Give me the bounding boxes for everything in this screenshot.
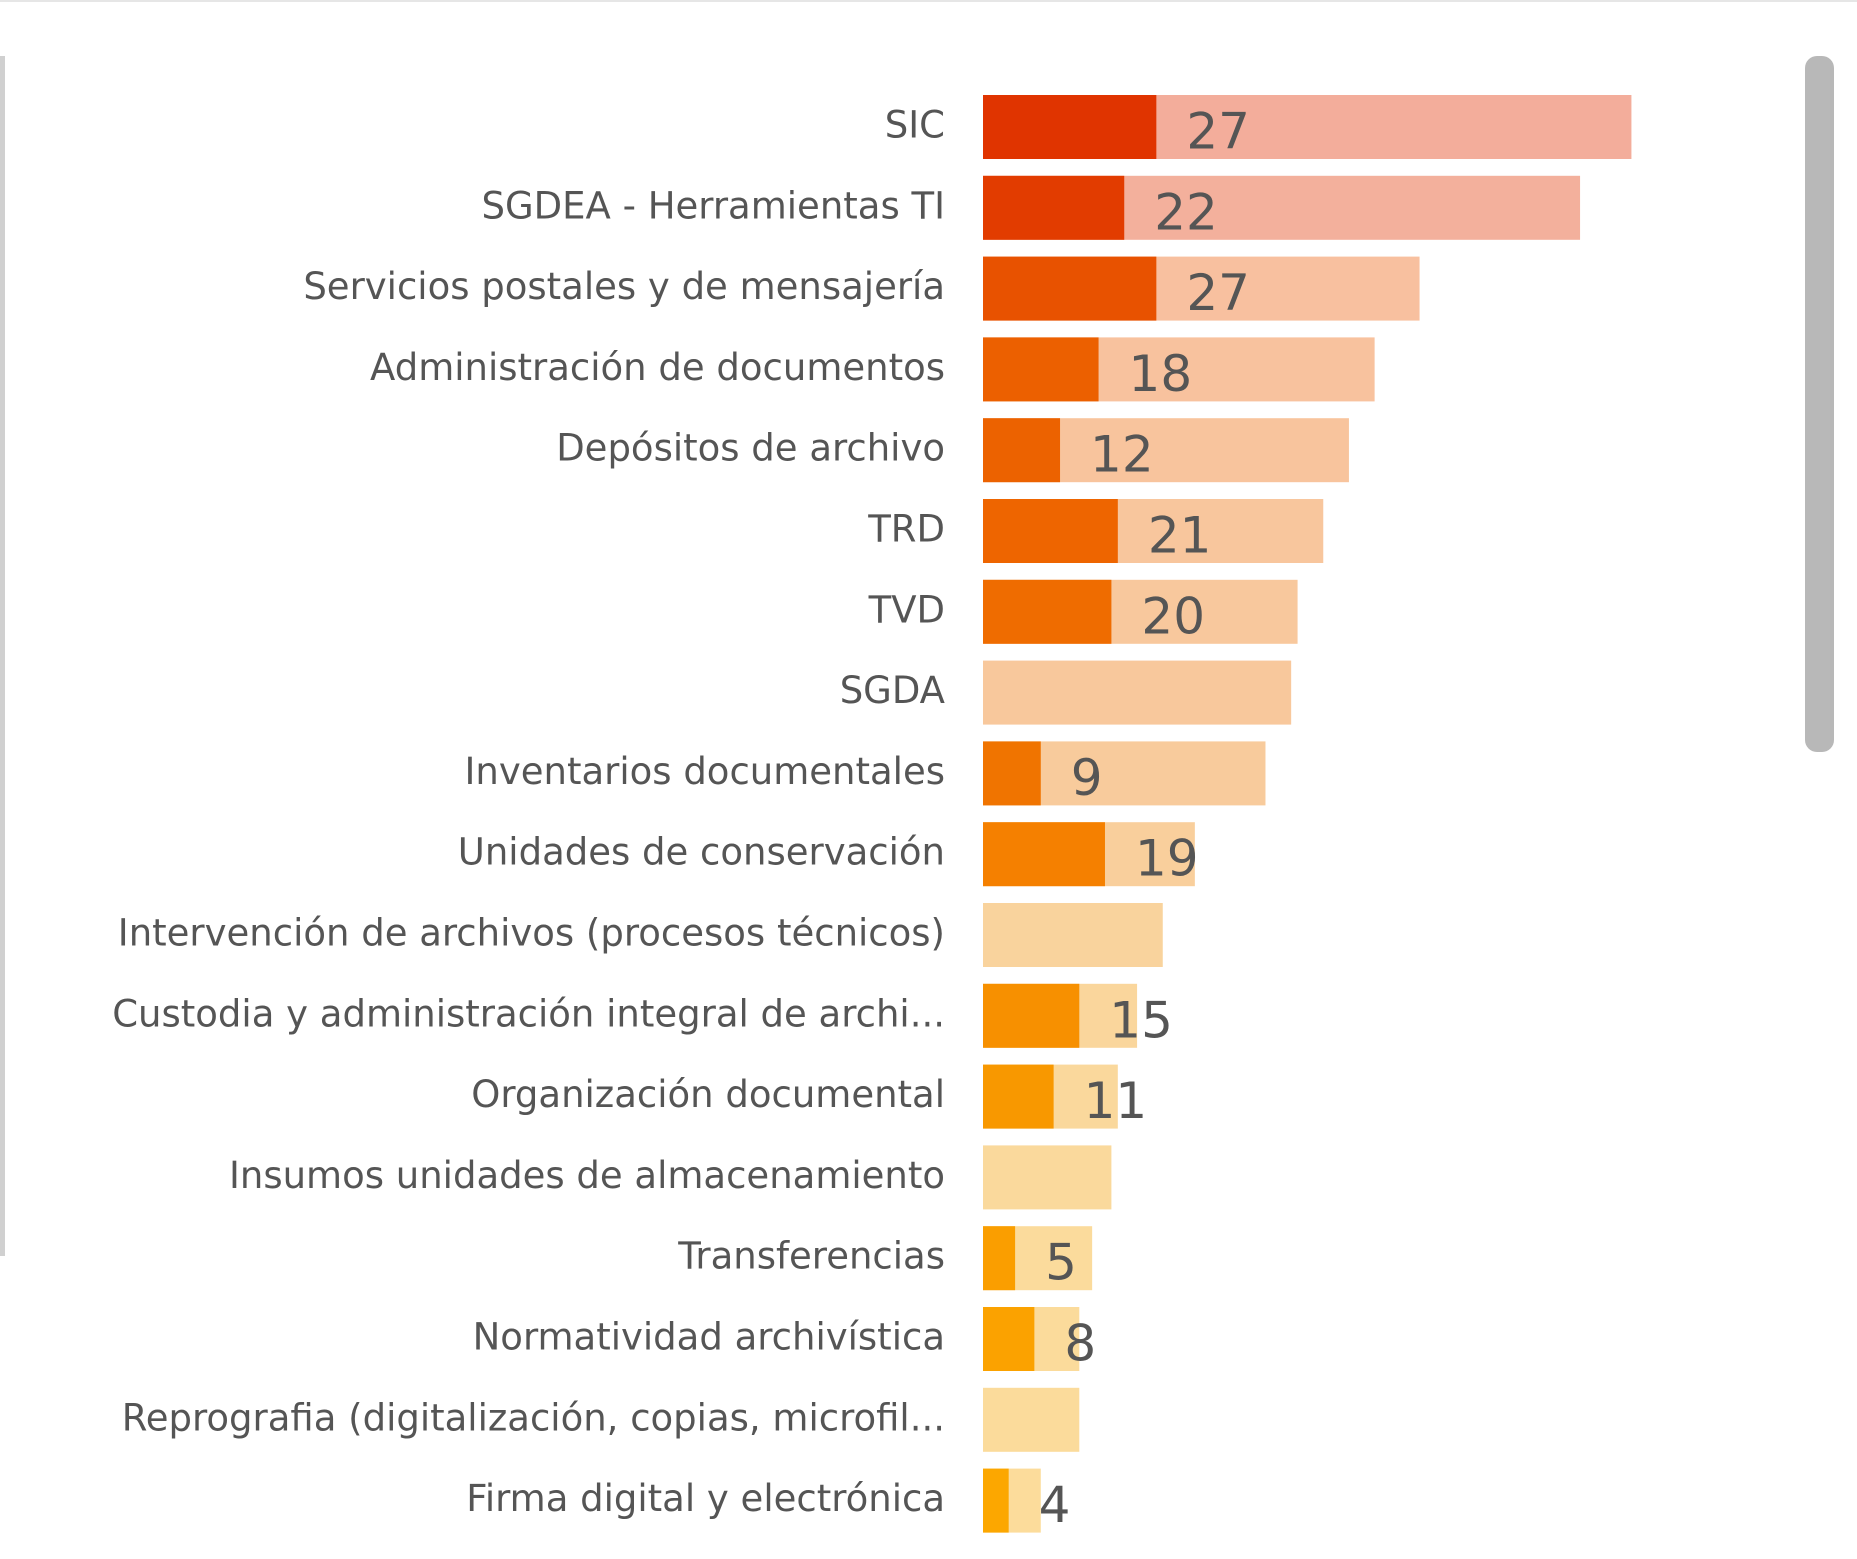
category-label: TRD xyxy=(867,508,945,551)
category-label: SIC xyxy=(885,104,945,147)
bar xyxy=(983,418,1061,483)
category-label: SGDEA - Herramientas TI xyxy=(481,184,945,227)
bar xyxy=(983,983,1080,1048)
bar xyxy=(983,1064,1054,1129)
category-label: Depósitos de archivo xyxy=(556,427,945,470)
category-label: Transferencias xyxy=(677,1235,945,1278)
bar xyxy=(983,822,1105,887)
data-label: 19 xyxy=(1135,830,1199,888)
category-label: Inventarios documentales xyxy=(465,750,946,793)
bar xyxy=(983,175,1125,240)
bar xyxy=(983,903,1163,967)
bar xyxy=(983,1387,1080,1452)
data-label: 11 xyxy=(1084,1072,1148,1130)
category-label: Custodia y administración integral de ar… xyxy=(112,992,945,1035)
category-label: Intervención de archivos (procesos técni… xyxy=(118,912,945,955)
bar xyxy=(983,256,1157,321)
category-label: Unidades de conservación xyxy=(458,831,945,874)
bar xyxy=(983,741,1041,806)
bar xyxy=(983,1307,1035,1371)
bar xyxy=(983,1226,1016,1291)
left-border xyxy=(0,56,5,1256)
bar xyxy=(983,660,1292,725)
category-label: Administración de documentos xyxy=(370,346,945,389)
data-label: 21 xyxy=(1148,507,1212,565)
category-label: Organización documental xyxy=(471,1073,945,1116)
data-label: 12 xyxy=(1090,426,1154,484)
bar xyxy=(983,95,1157,159)
data-label: 20 xyxy=(1141,587,1205,645)
scrollbar[interactable] xyxy=(1805,56,1834,752)
category-label: SGDA xyxy=(840,669,945,712)
data-label: 15 xyxy=(1109,991,1173,1049)
bar xyxy=(983,579,1112,644)
category-label: Reprografia (digitalización, copias, mic… xyxy=(122,1396,945,1439)
category-label: Servicios postales y de mensajería xyxy=(303,265,945,308)
bar xyxy=(983,1145,1112,1210)
category-label: Firma digital y electrónica xyxy=(466,1477,945,1520)
category-label: Insumos unidades de almacenamiento xyxy=(229,1154,945,1197)
data-label: 4 xyxy=(1039,1476,1071,1534)
bar xyxy=(983,499,1118,563)
data-label: 27 xyxy=(1186,103,1250,161)
data-label: 27 xyxy=(1186,264,1250,322)
data-label: 8 xyxy=(1064,1315,1096,1373)
data-label: 9 xyxy=(1071,749,1103,807)
data-label: 5 xyxy=(1045,1234,1077,1292)
bar xyxy=(983,337,1099,402)
data-label: 22 xyxy=(1154,183,1218,241)
data-label: 18 xyxy=(1129,345,1193,403)
bar xyxy=(983,1468,1009,1533)
category-label: Normatividad archivística xyxy=(473,1316,945,1359)
category-label: TVD xyxy=(868,588,945,631)
